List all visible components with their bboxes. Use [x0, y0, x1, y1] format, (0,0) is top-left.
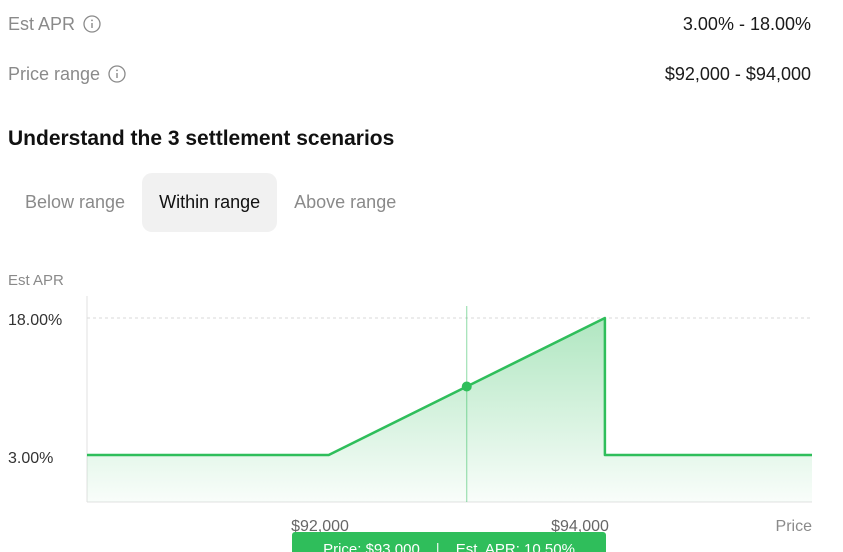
apr-chart: Est APR 18.00% 3.00% $92,000 $94,000 Pri…: [0, 260, 843, 552]
apr-series-line: [87, 316, 812, 457]
price-range-label-group: Price range: [8, 64, 126, 85]
est-apr-value: 3.00% - 18.00%: [682, 13, 811, 34]
tooltip-price: Price: $93,000: [323, 540, 420, 552]
x-axis-label: Price: [776, 518, 813, 535]
apr-chart-svg: Est APR 18.00% 3.00% $92,000 $94,000 Pri…: [8, 272, 813, 535]
est-apr-label-group: Est APR: [8, 14, 101, 35]
price-range-value: $92,000 - $94,000: [664, 63, 811, 84]
tab-within-range[interactable]: Within range: [142, 173, 278, 232]
y-tick-label: 3.00%: [8, 450, 53, 467]
y-axis-label: Est APR: [8, 272, 64, 289]
tab-above-range[interactable]: Above range: [294, 192, 397, 212]
scenario-tabs: Below range Within range Above range: [8, 173, 413, 232]
section-heading: Understand the 3 settlement scenarios: [8, 127, 395, 150]
hover-point[interactable]: [461, 381, 472, 392]
info-icon[interactable]: [108, 65, 126, 83]
tab-below-range[interactable]: Below range: [25, 192, 126, 212]
info-icon[interactable]: [83, 15, 101, 33]
x-tick-label: $94,000: [551, 518, 609, 535]
price-range-label: Price range: [8, 63, 101, 84]
tooltip-separator: |: [435, 540, 440, 552]
chart-tooltip: Price: $93,000 | Est. APR: 10.50%: [292, 532, 606, 552]
x-tick-label: $92,000: [291, 518, 349, 535]
tooltip-apr: Est. APR: 10.50%: [455, 540, 575, 552]
apr-area-fill: [87, 318, 812, 502]
est-apr-label: Est APR: [8, 13, 76, 34]
est-apr-row: Est APR 3.00% - 18.00%: [8, 10, 811, 38]
y-tick-label: 18.00%: [8, 312, 62, 329]
price-range-row: Price range $92,000 - $94,000: [8, 60, 811, 88]
